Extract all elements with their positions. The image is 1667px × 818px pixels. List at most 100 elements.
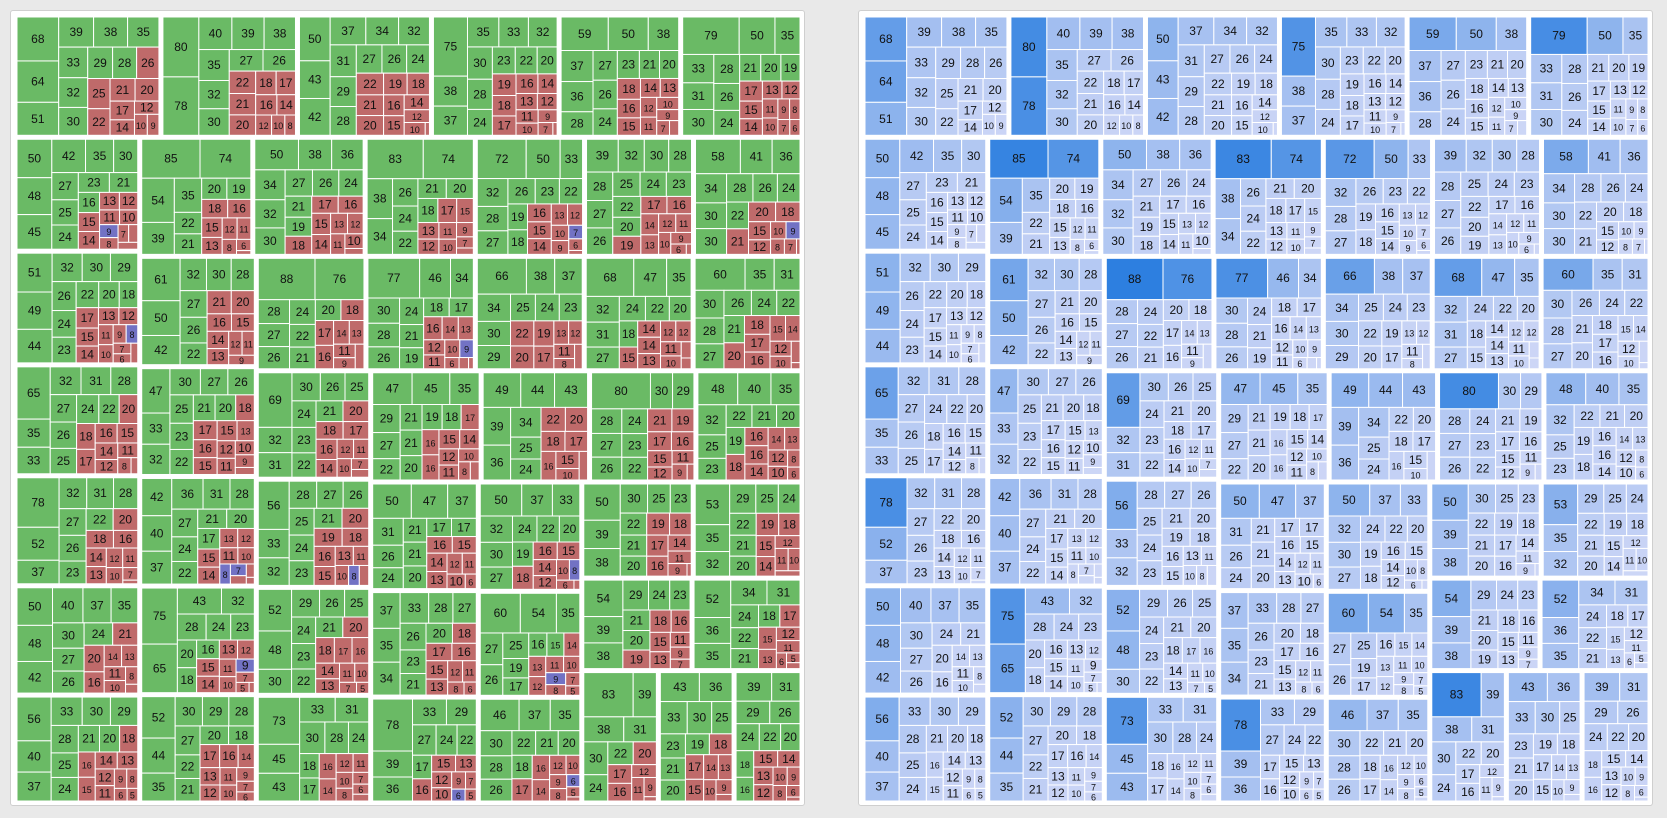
treemap-cell	[774, 16, 801, 55]
treemap-cell-label: 23	[628, 438, 642, 452]
treemap-cell-label: 6	[791, 470, 796, 480]
treemap-cell-label: 25	[1500, 492, 1514, 506]
treemap-cell-label: 14	[1059, 333, 1073, 347]
treemap-cell-label: 26	[593, 234, 607, 248]
treemap-cell-label: 17	[1418, 434, 1432, 448]
treemap-cell	[126, 787, 139, 802]
treemap-cell-label: 15	[314, 217, 328, 231]
treemap-cell-label: 25	[906, 758, 920, 772]
treemap-cell-label: 35	[561, 606, 575, 620]
treemap-cell-label: 20	[967, 513, 981, 527]
treemap-cell-label: 15	[1409, 453, 1423, 467]
treemap-cell-label: 10	[339, 464, 349, 474]
treemap-cell	[199, 138, 252, 179]
treemap-cell-label: 23	[622, 57, 636, 71]
treemap-cell-label: 22	[651, 302, 665, 316]
treemap-cell-label: 36	[706, 623, 720, 637]
treemap-cell-label: 14	[1171, 786, 1181, 796]
treemap-cell-label: 20	[1576, 349, 1590, 363]
treemap-cell-label: 6	[468, 577, 473, 587]
treemap-cell-label: 26	[326, 380, 340, 394]
treemap-cell-label: 39	[1338, 419, 1352, 433]
treemap-cell-label: 24	[940, 627, 954, 641]
treemap-cell-label: 17	[744, 84, 758, 98]
treemap-cell-label: 20	[119, 513, 133, 527]
treemap-cell-label: 39	[1486, 688, 1500, 702]
treemap-cell-label: 30	[179, 375, 193, 389]
treemap-cell-label: 28	[1568, 62, 1582, 76]
treemap-cell-label: 27	[1055, 375, 1069, 389]
treemap-cell-label: 24	[1144, 305, 1158, 319]
treemap-cell-label: 15	[1235, 119, 1249, 133]
treemap-cell-label: 12	[1510, 219, 1520, 229]
treemap-cell-label: 15	[236, 316, 250, 330]
treemap-cell-label: 24	[1145, 623, 1159, 637]
treemap-cell-label: 37	[341, 24, 355, 38]
treemap-cell-label: 34	[1303, 271, 1317, 285]
treemap-cell-label: 9	[1090, 457, 1095, 467]
treemap-cell-label: 26	[905, 428, 919, 442]
treemap-cell-label: 9	[1629, 105, 1634, 115]
treemap-cell	[291, 400, 317, 428]
treemap-cell	[1528, 357, 1540, 370]
treemap-cell-label: 18	[622, 82, 636, 96]
treemap-cell-label: 23	[673, 588, 687, 602]
treemap-cell	[978, 342, 987, 364]
treemap-cell-label: 24	[295, 541, 309, 555]
treemap-cell	[476, 178, 509, 207]
treemap-cell	[695, 228, 728, 255]
treemap-cell-label: 22	[736, 517, 750, 531]
treemap-cell-label: 12	[1418, 329, 1428, 339]
treemap-cell-label: 20	[540, 53, 554, 67]
treemap-cell-label: 43	[673, 680, 687, 694]
treemap-cell	[456, 247, 474, 255]
treemap-cell-label: 14	[336, 328, 346, 338]
treemap-cell-label: 43	[1521, 680, 1535, 694]
treemap-cell-label: 30	[377, 304, 391, 318]
treemap-cell-label: 36	[1418, 90, 1432, 104]
treemap-cell-label: 12	[1188, 759, 1198, 769]
treemap-cell-label: 28	[1178, 731, 1192, 745]
treemap-cell-label: 37	[90, 598, 104, 612]
treemap-cell-label: 18	[729, 460, 743, 474]
treemap-cell-label: 30	[692, 115, 706, 129]
treemap-cell-label: 26	[267, 351, 281, 365]
treemap-cell-label: 31	[381, 525, 395, 539]
treemap-cell-label: 22	[296, 329, 310, 343]
treemap-cell-label: 19	[292, 220, 306, 234]
treemap-cell	[331, 138, 364, 171]
treemap-cell-label: 26	[1197, 488, 1211, 502]
treemap-cell-label: 22	[1023, 455, 1037, 469]
treemap-cell-label: 15	[1162, 217, 1176, 231]
treemap-cell-label: 21	[408, 547, 422, 561]
treemap-cell-label: 54	[532, 606, 546, 620]
treemap-cell-label: 24	[92, 627, 106, 641]
treemap-cell-label: 29	[299, 596, 313, 610]
treemap-cell-label: 22	[1586, 631, 1600, 645]
treemap-cell-label: 20	[1630, 409, 1644, 423]
treemap-cell-label: 16	[320, 442, 334, 456]
treemap-cell-label: 20	[1028, 647, 1042, 661]
treemap-cell-label: 16	[533, 206, 547, 220]
treemap-cell-label: 22	[1368, 53, 1382, 67]
treemap-cell	[786, 796, 801, 802]
treemap-cell-label: 10	[1415, 661, 1425, 671]
treemap-cell-label: 30	[487, 326, 501, 340]
treemap-cell-label: 8	[1420, 566, 1425, 576]
treemap-cell-label: 35	[207, 58, 221, 72]
treemap-cell-label: 22	[1026, 566, 1040, 580]
treemap-cell-label: 16	[1070, 749, 1084, 763]
treemap-cell-label: 10	[1187, 464, 1197, 474]
treemap-cell-label: 17	[1186, 646, 1196, 656]
treemap-cell-label: 36	[1338, 456, 1352, 470]
treemap-cell-label: 7	[346, 684, 351, 694]
treemap-cell-label: 75	[1292, 40, 1306, 54]
treemap-cell	[607, 16, 649, 52]
treemap-cell	[476, 138, 527, 180]
treemap-cell-label: 13	[102, 309, 116, 323]
treemap-cell-label: 10	[447, 345, 457, 355]
